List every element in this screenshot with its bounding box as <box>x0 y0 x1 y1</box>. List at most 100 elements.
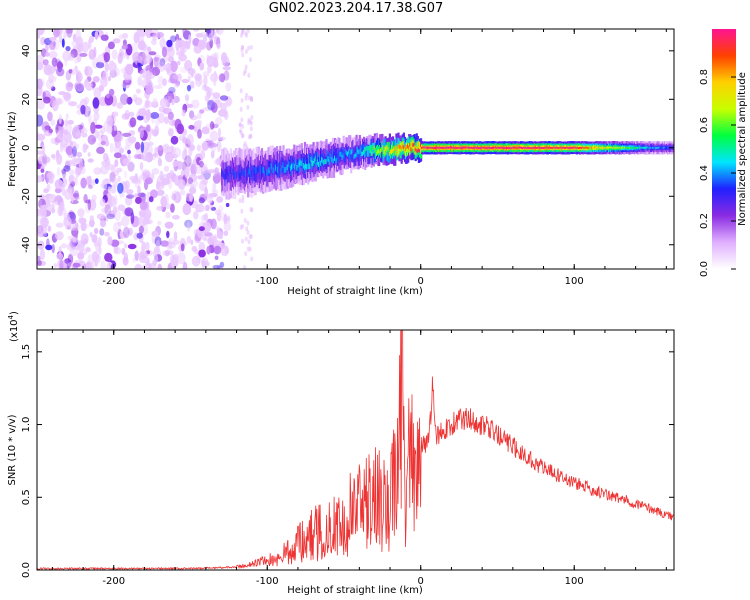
spectrogram-cell <box>148 196 154 203</box>
spectrogram-cell <box>200 149 206 160</box>
spectrogram-cell <box>132 257 136 263</box>
spectrogram-cell <box>142 156 151 162</box>
spectrogram-cell <box>44 52 50 57</box>
spectrogram-cell <box>150 172 155 180</box>
spectrogram-cell <box>50 86 56 92</box>
spectrogram-cell <box>147 46 152 53</box>
spectrogram-cell <box>42 144 46 154</box>
spectrogram-cell <box>80 104 86 115</box>
spectrogram-ridge-cell <box>236 171 239 179</box>
colorbar-tick-label: 0.0 <box>699 261 710 277</box>
spectrogram-cell <box>167 111 174 121</box>
spectrogram-ridge-cell <box>610 146 613 149</box>
spectrogram-cell <box>199 62 205 71</box>
spectrogram-cell <box>81 41 89 53</box>
spectrogram-cell <box>166 39 173 48</box>
spectrogram-cell <box>94 124 103 129</box>
spectrogram-cell <box>216 29 220 34</box>
spectrogram-cell <box>37 175 44 183</box>
spectrogram-cell <box>244 251 248 257</box>
spectrogram-cell <box>206 90 212 99</box>
spectrogram-cell <box>155 240 161 251</box>
spectrogram-cell <box>240 32 243 38</box>
spectrogram-cell <box>166 46 175 58</box>
spectrogram-cell <box>114 247 122 255</box>
spectrogram-cell <box>196 144 202 152</box>
spectrogram-cell <box>77 43 84 53</box>
spectrogram-cell <box>37 133 46 141</box>
spectrogram-cell <box>198 226 205 232</box>
spectrogram-cell <box>222 66 231 71</box>
spectrogram-cell <box>79 52 88 57</box>
spectrogram-cell <box>122 39 127 46</box>
spectrogram-cell <box>104 93 114 106</box>
spectrogram-cell <box>98 85 105 92</box>
spectrogram-cell <box>108 88 115 96</box>
spectrogram-ridge-cell <box>537 146 540 149</box>
spectrogram-cell <box>121 247 126 256</box>
spectrogram-cell <box>42 153 48 165</box>
spectrogram-cell <box>80 233 89 246</box>
spectrogram-cell <box>73 223 80 232</box>
spectrogram-cell <box>125 137 134 147</box>
spectrogram-cell <box>197 129 202 139</box>
spectrogram-cell <box>204 212 208 222</box>
spectrogram-cell <box>193 210 199 220</box>
spectrogram-cell <box>112 221 121 233</box>
spectrogram-cell <box>247 120 251 126</box>
spectrogram-cell <box>191 99 200 109</box>
spectrogram-ridge-cell <box>552 147 555 149</box>
spectrogram-ridge-cell <box>595 146 598 149</box>
spectrogram-cell <box>87 158 94 163</box>
spectrogram-cell <box>93 227 99 235</box>
spectrogram-cell <box>246 220 250 226</box>
spectrogram-cell <box>169 60 178 73</box>
spectrogram-cell <box>137 192 146 198</box>
spectrogram-cell <box>93 167 102 175</box>
spectrogram-cell <box>243 141 247 147</box>
spectrogram-cell <box>43 156 51 164</box>
spectrogram-cell <box>124 77 130 83</box>
spectrogram-cell <box>105 212 109 222</box>
spectrogram-cell <box>250 193 254 199</box>
spectrogram-cell <box>207 99 216 111</box>
spectrogram-cell <box>121 44 129 50</box>
spectrogram-cell <box>113 134 122 143</box>
spectrogram-cell <box>240 208 244 214</box>
spectrogram-ridge-cell <box>573 146 576 149</box>
spectrogram-cell <box>100 260 106 269</box>
spectrogram-cell <box>173 83 180 88</box>
spectrogram-cell <box>159 37 166 49</box>
spectrogram-cell <box>76 151 83 158</box>
spectrogram-cell <box>212 182 217 189</box>
spectrogram-cell <box>247 239 251 245</box>
spectrogram-cell <box>210 102 218 113</box>
spectrogram-ridge-cell <box>660 146 663 149</box>
spectrogram-cell <box>173 231 178 242</box>
spectrogram-cell <box>160 173 169 186</box>
spectrogram-cell <box>170 203 175 213</box>
spectrogram-cell <box>51 154 56 159</box>
spectrogram-cell <box>158 61 166 72</box>
spectrogram-cell <box>240 117 244 123</box>
spectrogram-cell <box>63 92 71 103</box>
spectrogram-cell <box>191 245 198 252</box>
spectrogram-cell <box>150 112 160 119</box>
colorbar-tick-label: 0.4 <box>699 165 710 181</box>
spectrogram-cell <box>157 263 163 269</box>
spectrogram-cell <box>128 111 135 117</box>
spectrogram-cell <box>246 104 250 110</box>
y-tick-label: 0.5 <box>21 489 32 505</box>
colorbar: 0.0 0.2 0.4 0.6 0.8 Normalized spectral ampl… <box>699 29 748 277</box>
spectrogram-cell <box>192 159 197 167</box>
spectrogram-cell <box>69 248 79 257</box>
spectrogram-cell <box>184 219 193 228</box>
spectrogram-cell <box>134 97 143 106</box>
spectrogram-cell <box>182 203 192 216</box>
spectrogram-ridge-cell <box>667 146 670 149</box>
spectrogram-cell <box>94 178 99 185</box>
spectrogram-cell <box>171 98 175 106</box>
spectrogram-cell <box>88 83 93 87</box>
spectrogram-cell <box>217 109 227 117</box>
spectrogram-cell <box>176 252 186 265</box>
